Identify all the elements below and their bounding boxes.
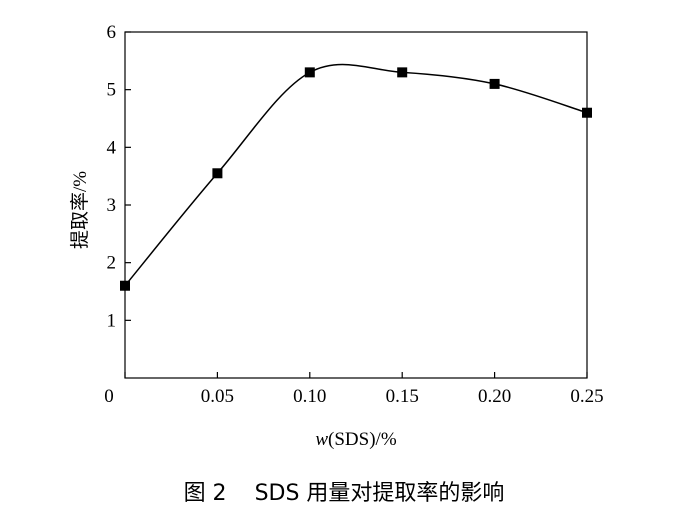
y-axis-ticks: 1 2 3 4 5 6: [107, 22, 131, 331]
series-markers: [120, 67, 592, 291]
series-line: [124, 63, 588, 287]
y-tick-label: 3: [107, 195, 117, 216]
x-axis-ticks: 0 0.05 0.10 0.15 0.20 0.25: [104, 372, 604, 407]
x-tick-label: 0.20: [478, 386, 511, 407]
x-tick-label: 0: [104, 386, 114, 407]
x-tick-label: 0.15: [386, 386, 419, 407]
plot-frame: [124, 31, 588, 379]
y-tick-label: 2: [107, 253, 117, 274]
y-tick-label: 4: [107, 137, 117, 158]
y-tick-label: 1: [107, 310, 117, 331]
data-point-marker: [212, 168, 223, 179]
x-axis-title-variable: w: [315, 429, 328, 450]
y-axis-title: 提取率/%: [69, 171, 91, 249]
x-tick-label: 0.05: [201, 386, 234, 407]
figure-caption-number: 图 2: [184, 481, 227, 506]
data-point-marker: [489, 78, 500, 89]
data-point-marker: [304, 67, 315, 78]
x-axis-title-unit: (SDS)/%: [328, 429, 397, 450]
data-point-marker: [397, 67, 408, 78]
figure-caption-text: SDS 用量对提取率的影响: [255, 481, 505, 506]
figure-caption: 图 2 SDS 用量对提取率的影响: [184, 481, 505, 506]
x-tick-label: 0.10: [293, 386, 326, 407]
data-point-marker: [120, 280, 130, 291]
data-point-marker: [582, 107, 592, 118]
y-tick-label: 6: [107, 22, 117, 43]
y-tick-label: 5: [107, 80, 117, 101]
x-tick-label: 0.25: [570, 386, 603, 407]
x-axis-title: w(SDS)/%: [315, 429, 396, 450]
